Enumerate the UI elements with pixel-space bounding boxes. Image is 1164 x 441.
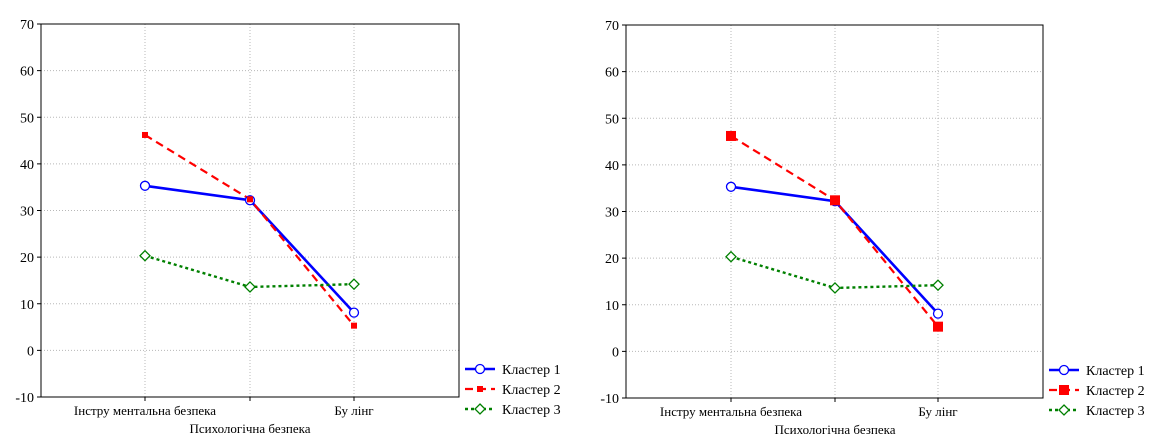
c0-point-s2-1 <box>247 196 253 203</box>
c0-point-s1-2 <box>348 307 360 318</box>
c1-legend-label-1: Кластер 1 <box>1086 364 1145 379</box>
c0-legend-label-1: Кластер 1 <box>502 363 561 378</box>
chart-left: 70 60 50 40 30 20 10 0 -10 Інстру ментальна безпе… <box>15 18 561 436</box>
c0-point-s2-2 <box>351 322 357 329</box>
c1-point-s3-0 <box>725 250 737 263</box>
c0-y-tick-label-1: 60 <box>20 65 34 80</box>
chart-right: 70 60 50 40 30 20 10 0 -10 Інстру ментальна безпе… <box>582 0 1164 441</box>
c0-point-s1-0 <box>139 180 151 191</box>
c1-point-s2-0 <box>726 130 736 141</box>
c1-y-tick-label-2: 50 <box>605 112 619 127</box>
c0-point-s2-0 <box>142 131 148 138</box>
c0-x-tick-label-1: Бу лінг <box>334 403 373 418</box>
c0-legend-marker-3 <box>474 403 486 415</box>
chart-right-svg: 70 60 50 40 30 20 10 0 -10 Інстру ментальна безпе… <box>600 19 1145 437</box>
c1-y-tick-label-5: 20 <box>605 252 619 267</box>
c0-legend-label-2: Кластер 2 <box>502 383 561 398</box>
c0-legend-label-3: Кластер 3 <box>502 403 561 418</box>
c0-legend-marker-1 <box>474 363 486 375</box>
c1-y-tick-label-4: 30 <box>605 206 619 221</box>
c0-y-tick-label-0: 70 <box>20 18 34 33</box>
c0-y-tick-label-5: 20 <box>20 251 34 266</box>
c0-point-s3-1 <box>244 281 256 293</box>
c0-y-tick-label-3: 40 <box>20 158 34 173</box>
c1-y-tick-label-0: 70 <box>605 19 619 34</box>
c1-point-s3-1 <box>829 282 841 294</box>
c0-x-tick-label-0: Інстру ментальна безпека <box>74 403 216 418</box>
c1-point-s1-0 <box>725 181 737 192</box>
c1-y-tick-label-1: 60 <box>605 66 619 81</box>
c1-point-s3-2 <box>932 279 944 292</box>
c1-x-tick-label-0: Інстру ментальна безпека <box>660 404 802 419</box>
c0-legend-marker-2 <box>477 386 483 392</box>
c1-y-tick-label-6: 10 <box>605 299 619 314</box>
c1-legend-marker-2 <box>1059 385 1069 395</box>
c0-point-s3-0 <box>139 249 151 262</box>
c1-legend-label-2: Кластер 2 <box>1086 384 1145 399</box>
c1-point-s1-2 <box>932 308 944 319</box>
c1-legend-marker-1 <box>1058 364 1070 376</box>
c1-point-s2-2 <box>933 321 943 332</box>
c1-legend-label-3: Кластер 3 <box>1086 404 1145 419</box>
c0-x-axis-title: Психологічна безпека <box>189 421 310 436</box>
c1-x-tick-label-1: Бу лінг <box>918 404 957 419</box>
c0-y-tick-label-4: 30 <box>20 205 34 220</box>
c1-point-s2-1 <box>830 195 840 206</box>
c1-legend-marker-3 <box>1058 404 1070 416</box>
c1-y-tick-label-3: 40 <box>605 159 619 174</box>
c0-point-s3-2 <box>348 278 360 291</box>
c0-y-tick-label-2: 50 <box>20 111 34 126</box>
c0-y-tick-label-8: -10 <box>15 391 34 406</box>
c0-y-tick-label-6: 10 <box>20 298 34 313</box>
c0-y-tick-label-7: 0 <box>27 344 34 359</box>
c1-y-tick-label-8: -10 <box>600 392 619 407</box>
c1-x-axis-title: Психологічна безпека <box>774 422 895 436</box>
c1-y-tick-label-7: 0 <box>612 345 619 360</box>
chart-left-svg: 70 60 50 40 30 20 10 0 -10 Інстру ментальна безпе… <box>15 18 561 436</box>
